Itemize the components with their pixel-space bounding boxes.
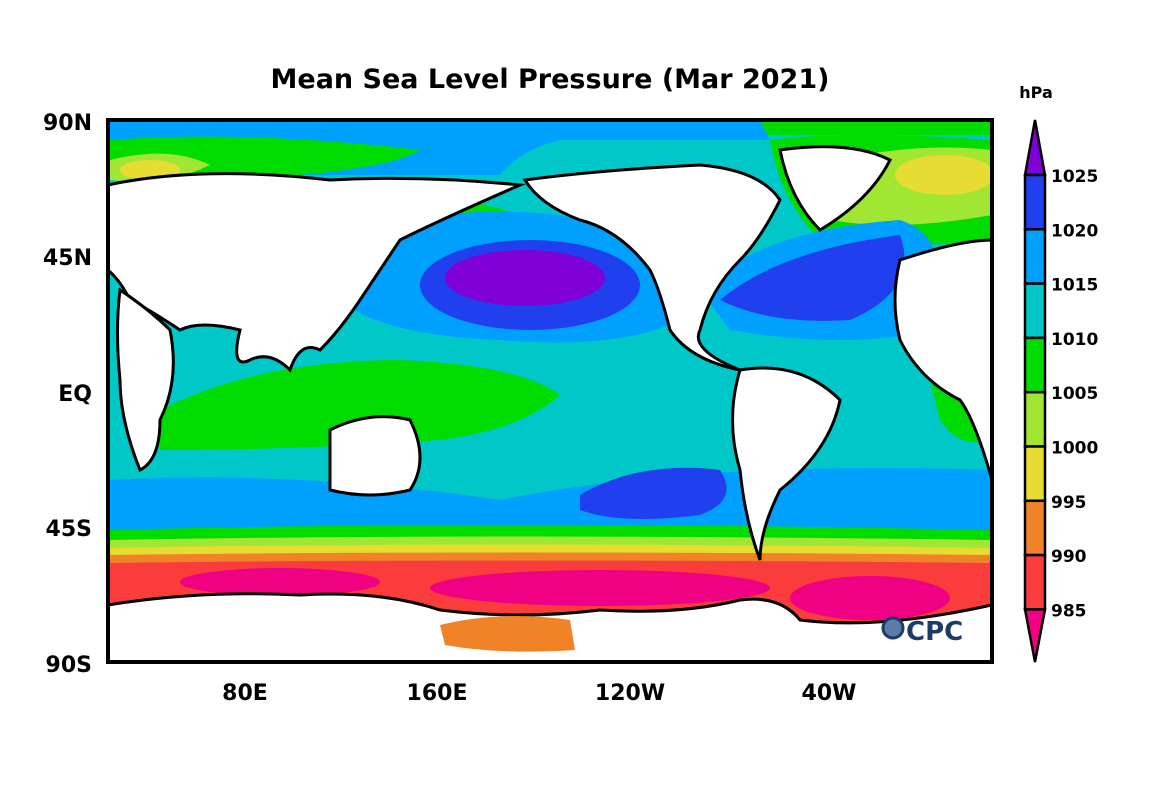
colorbar-segment: [1023, 173, 1047, 231]
colorbar-level-label: 995: [1051, 493, 1087, 513]
y-tick-label: EQ: [58, 382, 92, 407]
y-tick-label: 90N: [43, 111, 92, 136]
x-tick-label: 40W: [802, 681, 857, 706]
cpc-logo: CPC: [906, 617, 963, 647]
colorbar-level-label: 1025: [1051, 167, 1098, 187]
antarctic-orange-patch: [440, 616, 575, 652]
colorbar-level-label: 1020: [1051, 221, 1098, 241]
noaa-globe-icon: [881, 616, 905, 640]
x-tick-label: 80E: [222, 681, 268, 706]
west-africa-europe: [893, 238, 992, 481]
eurasia: [108, 172, 526, 373]
colorbar-segment: [1023, 445, 1047, 503]
southern-low-2: [430, 570, 770, 606]
colorbar: 1025 1020 1015 1010 1005 1000 995 990 985: [1023, 119, 1098, 663]
colorbar-segment: [1023, 553, 1047, 611]
south-pacific-high-1020: [580, 467, 727, 519]
map-plot-area: [108, 120, 992, 662]
australia: [328, 415, 422, 497]
colorbar-min-arrow: [1023, 608, 1047, 663]
npac-high-1025: [445, 250, 605, 306]
colorbar-level-label: 1000: [1051, 439, 1098, 459]
colorbar-level-label: 1005: [1051, 384, 1098, 404]
colorbar-units: hPa: [1019, 83, 1052, 102]
colorbar-level-label: 985: [1051, 601, 1087, 621]
plot-frame: [106, 118, 994, 664]
y-tick-label: 45S: [46, 517, 92, 542]
colorbar-segment: [1023, 499, 1047, 557]
iceland-low-core: [895, 155, 992, 195]
colorbar-segment: [1023, 228, 1047, 285]
colorbar-level-label: 1010: [1051, 330, 1098, 350]
north-america: [522, 163, 782, 372]
greenland: [778, 145, 893, 232]
africa: [116, 287, 175, 473]
colorbar-max-arrow: [1023, 119, 1047, 177]
colorbar-segment: [1023, 282, 1047, 340]
southern-low-1: [180, 568, 380, 596]
map-title: Mean Sea Level Pressure (Mar 2021): [271, 64, 830, 95]
colorbar-segment: [1023, 390, 1047, 448]
continents: [108, 145, 992, 561]
x-tick-label: 120W: [595, 681, 665, 706]
x-tick-label: 160E: [407, 681, 468, 706]
tropical-low-indo-pacific: [160, 360, 560, 450]
natl-high-1020: [720, 235, 905, 321]
south-america: [731, 366, 842, 561]
y-tick-label: 90S: [46, 653, 92, 678]
colorbar-segment: [1023, 336, 1047, 394]
colorbar-level-label: 1015: [1051, 276, 1098, 296]
y-tick-label: 45N: [43, 246, 92, 271]
y-axis: 90N 45N EQ 45S 90S: [43, 111, 92, 678]
southern-low-3: [790, 576, 950, 620]
x-axis: 80E 160E 120W 40W: [222, 681, 856, 706]
colorbar-level-label: 990: [1051, 547, 1087, 567]
